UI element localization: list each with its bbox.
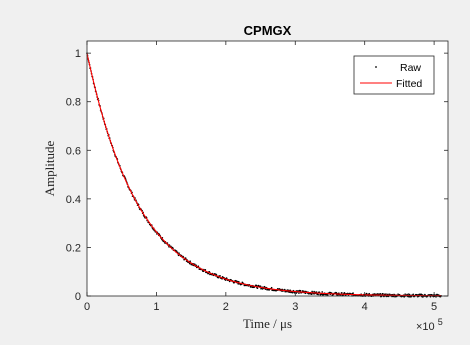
raw-data-point bbox=[298, 292, 300, 294]
legend-raw-marker bbox=[375, 66, 377, 68]
y-tick-label: 0.6 bbox=[66, 145, 81, 157]
raw-data-point bbox=[259, 285, 262, 287]
raw-data-point bbox=[385, 293, 387, 295]
x-axis-exponent-base: ×10 bbox=[416, 321, 435, 333]
x-axis-exponent: ×10 5 bbox=[416, 317, 443, 333]
raw-data-point bbox=[341, 292, 343, 294]
y-axis-label: Amplitude bbox=[42, 140, 57, 196]
raw-data-point bbox=[302, 290, 305, 292]
chart-title: CPMGX bbox=[244, 23, 292, 38]
raw-data-point bbox=[184, 257, 187, 259]
raw-data-point bbox=[404, 293, 406, 295]
raw-data-point bbox=[310, 293, 313, 295]
raw-data-point bbox=[219, 274, 221, 277]
fitted-line bbox=[86, 53, 442, 297]
legend-entry-fitted: Fitted bbox=[360, 78, 422, 90]
raw-data-point bbox=[283, 288, 286, 291]
y-tick-label: 0.2 bbox=[66, 242, 81, 254]
raw-data-point bbox=[291, 291, 294, 294]
raw-data-point bbox=[335, 292, 338, 294]
y-tick-label: 0 bbox=[75, 291, 81, 303]
raw-data-point bbox=[264, 288, 267, 290]
raw-data-point bbox=[326, 294, 329, 296]
raw-data-point bbox=[255, 284, 258, 287]
raw-data-point bbox=[317, 293, 319, 296]
raw-data-point bbox=[270, 286, 273, 289]
x-tick-label: 5 bbox=[431, 301, 437, 313]
raw-data-point bbox=[406, 293, 408, 296]
raw-data-point bbox=[382, 292, 384, 295]
raw-data-point bbox=[250, 286, 252, 288]
raw-data-point bbox=[379, 292, 382, 295]
raw-data-point bbox=[299, 289, 302, 292]
raw-data-point bbox=[412, 293, 415, 296]
x-axis-label: Time / μs bbox=[243, 316, 292, 331]
raw-data-point bbox=[237, 280, 240, 283]
raw-data-point bbox=[295, 292, 298, 294]
x-tick-label: 3 bbox=[292, 301, 298, 313]
raw-data-point bbox=[321, 291, 324, 293]
legend-box bbox=[353, 55, 435, 95]
x-tick-label: 4 bbox=[362, 301, 368, 313]
raw-data-point bbox=[435, 296, 437, 298]
legend-raw-label: Raw bbox=[400, 62, 421, 74]
legend-entry-raw: Raw bbox=[375, 62, 421, 74]
x-tick-label: 1 bbox=[153, 301, 159, 313]
raw-data-point bbox=[293, 292, 296, 294]
raw-data-point bbox=[365, 292, 368, 295]
x-tick-label: 0 bbox=[84, 301, 90, 313]
x-axis-exponent-power: 5 bbox=[438, 317, 443, 327]
x-tick-label: 2 bbox=[223, 301, 229, 313]
legend-fitted-label: Fitted bbox=[396, 78, 422, 90]
raw-data-point bbox=[189, 260, 191, 262]
axes-box bbox=[86, 40, 449, 297]
y-tick-label: 0.8 bbox=[66, 97, 81, 109]
raw-data-point bbox=[315, 291, 318, 293]
raw-data-point bbox=[256, 287, 259, 290]
y-tick-label: 0.4 bbox=[66, 194, 81, 206]
ticks-layer: 0 1 2 3 4 5 0 0.2 0.4 0.6 0.8 1 bbox=[66, 41, 448, 313]
y-tick-label: 1 bbox=[75, 48, 81, 60]
legend: Raw Fitted bbox=[353, 55, 435, 95]
raw-data-point bbox=[352, 292, 354, 294]
